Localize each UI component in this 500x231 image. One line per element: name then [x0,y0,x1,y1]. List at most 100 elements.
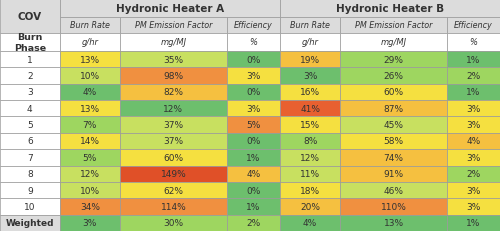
Bar [447,84,500,101]
Text: 35%: 35% [164,55,184,64]
Bar [280,182,340,198]
Bar [447,166,500,182]
Bar [60,117,120,133]
Bar [60,215,120,231]
Bar [280,84,340,101]
Text: 110%: 110% [380,202,406,211]
Bar [447,68,500,84]
Bar [447,18,500,34]
Bar [226,101,280,117]
Bar [0,198,60,215]
Bar [120,101,226,117]
Text: 2%: 2% [466,72,480,81]
Text: 98%: 98% [164,72,184,81]
Text: 13%: 13% [384,218,404,227]
Bar [0,215,60,231]
Bar [226,117,280,133]
Bar [120,149,226,166]
Text: g/hr: g/hr [302,38,318,47]
Bar [340,198,447,215]
Bar [226,18,280,34]
Bar [60,182,120,198]
Text: 5%: 5% [82,153,97,162]
Bar [120,18,226,34]
Bar [0,117,60,133]
Bar [340,182,447,198]
Text: Burn Rate: Burn Rate [290,21,330,30]
Text: 37%: 37% [164,121,184,130]
Text: 3%: 3% [82,218,97,227]
Bar [0,34,60,52]
Text: 12%: 12% [80,170,100,179]
Text: Efficiency: Efficiency [234,21,272,30]
Bar [0,149,60,166]
Text: 149%: 149% [160,170,186,179]
Bar [340,215,447,231]
Text: Efficiency: Efficiency [454,21,493,30]
Text: 41%: 41% [300,104,320,113]
Bar [120,52,226,68]
Text: 29%: 29% [384,55,404,64]
Text: Hydronic Heater B: Hydronic Heater B [336,4,444,14]
Text: COV: COV [18,12,42,22]
Bar [60,52,120,68]
Bar [280,215,340,231]
Text: 19%: 19% [300,55,320,64]
Bar [447,215,500,231]
Text: 58%: 58% [384,137,404,146]
Text: 11%: 11% [300,170,320,179]
Bar [280,198,340,215]
Text: Hydronic Heater A: Hydronic Heater A [116,4,224,14]
Text: 1%: 1% [246,153,260,162]
Text: 14%: 14% [80,137,100,146]
Bar [340,117,447,133]
Bar [120,215,226,231]
Bar [280,52,340,68]
Text: 1: 1 [27,55,32,64]
Bar [0,166,60,182]
Text: 74%: 74% [384,153,404,162]
Bar [60,198,120,215]
Bar [0,52,60,68]
Text: 34%: 34% [80,202,100,211]
Bar [340,166,447,182]
Bar [226,52,280,68]
Bar [447,133,500,149]
Text: 20%: 20% [300,202,320,211]
Bar [447,52,500,68]
Text: 1%: 1% [246,202,260,211]
Text: 4: 4 [27,104,32,113]
Text: mg/MJ: mg/MJ [160,38,186,47]
Text: 8%: 8% [303,137,318,146]
Text: 1%: 1% [466,55,480,64]
Text: 18%: 18% [300,186,320,195]
Bar [226,198,280,215]
Text: 1%: 1% [466,88,480,97]
Bar [447,149,500,166]
Bar [280,149,340,166]
Bar [60,166,120,182]
Bar [226,166,280,182]
Bar [280,34,340,52]
Bar [120,166,226,182]
Text: 12%: 12% [300,153,320,162]
Text: 0%: 0% [246,88,260,97]
Text: 9: 9 [27,186,32,195]
Text: 12%: 12% [164,104,184,113]
Bar [120,84,226,101]
Bar [60,18,120,34]
Text: 16%: 16% [300,88,320,97]
Text: Burn
Phase: Burn Phase [14,33,46,52]
Text: Burn Rate: Burn Rate [70,21,110,30]
Bar [120,117,226,133]
Text: 8: 8 [27,170,32,179]
Bar [60,0,280,18]
Text: 10: 10 [24,202,36,211]
Text: 3%: 3% [466,186,480,195]
Bar [447,101,500,117]
Text: 6: 6 [27,137,32,146]
Text: 45%: 45% [384,121,404,130]
Text: 3%: 3% [466,202,480,211]
Text: 15%: 15% [300,121,320,130]
Bar [340,149,447,166]
